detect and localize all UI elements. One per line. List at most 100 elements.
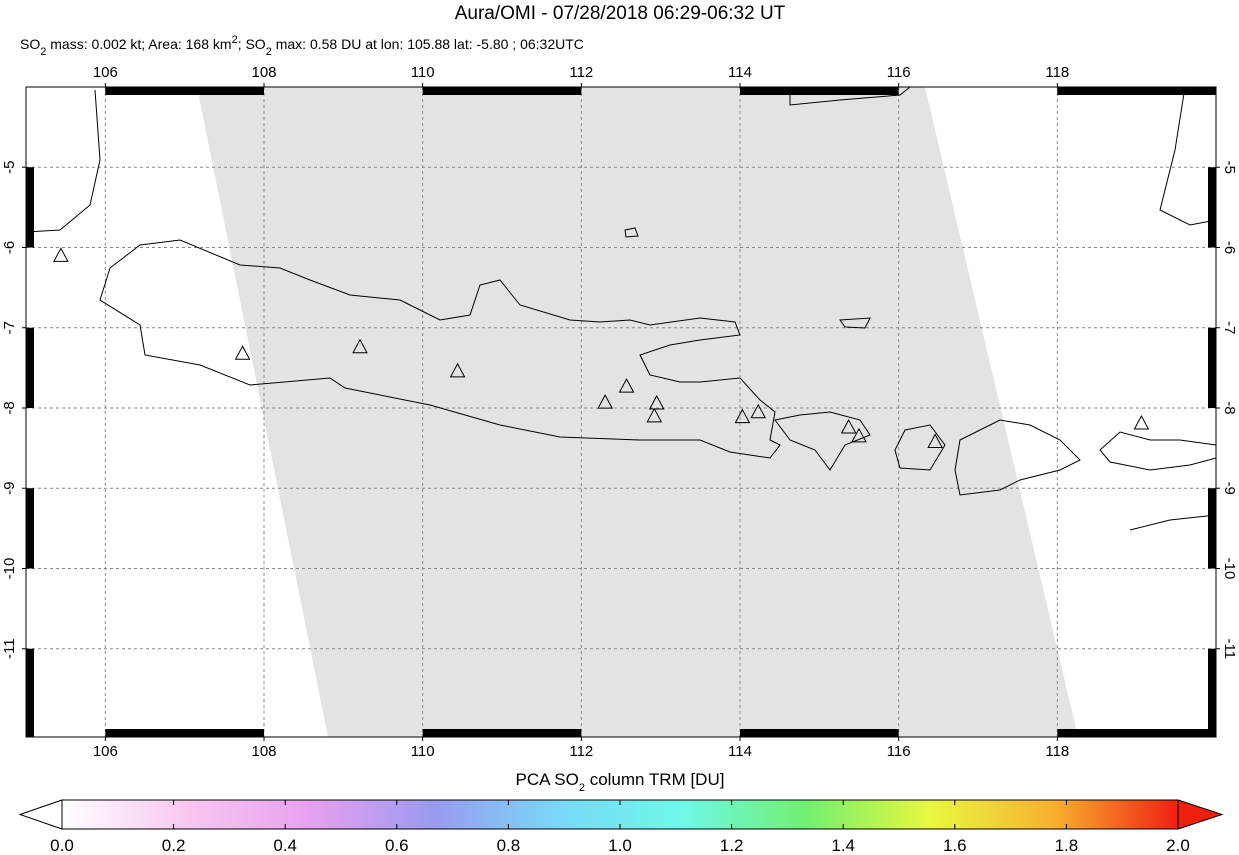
colorbar-tick-label: 2.0 xyxy=(1166,836,1190,855)
volcano xyxy=(734,408,751,424)
x-tick-label: 116 xyxy=(887,64,911,81)
swath xyxy=(197,87,1078,737)
colorbar-tick-label: 0.2 xyxy=(162,836,186,855)
frame-block xyxy=(1057,729,1216,737)
volcano xyxy=(927,433,943,448)
frame-block xyxy=(1208,167,1216,248)
coast-islets xyxy=(624,227,871,329)
y-tick-label: -10 xyxy=(1221,558,1238,580)
volcano xyxy=(618,378,635,393)
coast-java xyxy=(99,239,781,459)
volcano xyxy=(1133,414,1150,430)
volcano xyxy=(750,403,767,419)
y-tick-label: -6 xyxy=(1221,241,1238,254)
map-border xyxy=(25,86,1217,738)
subtitle-part: ; SO xyxy=(238,36,266,52)
frame-block xyxy=(1057,87,1216,95)
grid xyxy=(26,87,1216,737)
y-tick-label: -7 xyxy=(1,321,18,334)
coast-lombok xyxy=(894,424,946,471)
colorbar-tick-label: 0.0 xyxy=(50,836,74,855)
volcano xyxy=(851,427,867,443)
coast-sulawesi xyxy=(1159,87,1216,226)
volcano xyxy=(648,394,665,410)
volcano xyxy=(234,345,251,360)
colorbar-tick-label: 1.6 xyxy=(943,836,967,855)
y-tick-label: -7 xyxy=(1221,321,1238,334)
x-tick-label: 110 xyxy=(411,64,435,81)
colorbar-tick-label: 0.6 xyxy=(385,836,409,855)
frame-block xyxy=(105,729,264,737)
y-tick-label: -10 xyxy=(1,558,18,580)
x-tick-label: 114 xyxy=(728,743,752,760)
x-tick-label: 118 xyxy=(1045,64,1069,81)
coastlines xyxy=(26,87,1216,531)
x-tick-label: 106 xyxy=(93,743,118,760)
subtitle-part: 2 xyxy=(40,46,46,58)
colorbar-label: PCA SO2 column TRM [DU] xyxy=(516,770,725,794)
colorbar-tick-label: 1.4 xyxy=(831,836,855,855)
chart-title: Aura/OMI - 07/28/2018 06:29-06:32 UT xyxy=(455,3,786,24)
colorbar-tick-label: 1.2 xyxy=(720,836,744,855)
frame-block xyxy=(1208,648,1216,737)
x-tick-label: 106 xyxy=(93,64,118,81)
volcano xyxy=(449,362,466,378)
coast-sumba xyxy=(1129,514,1216,531)
subtitle-part: mass: 0.002 kt; Area: 168 km xyxy=(46,36,231,52)
x-tick-label: 112 xyxy=(569,64,593,81)
x-tick-label: 108 xyxy=(251,64,276,81)
volcano xyxy=(352,338,368,354)
y-tick-label: -5 xyxy=(1221,161,1238,174)
colorbar-tick-label: 1.8 xyxy=(1055,836,1079,855)
colorbar-label-part: PCA SO xyxy=(516,770,579,789)
volcano xyxy=(840,418,857,434)
x-tick-label: 112 xyxy=(569,743,593,760)
frame-block xyxy=(1208,488,1216,569)
y-tick-label: -9 xyxy=(1,482,18,495)
frame-block xyxy=(105,87,264,95)
x-tick-label: 116 xyxy=(887,743,911,760)
y-tick-label: -8 xyxy=(1,401,18,414)
frame-block xyxy=(740,729,899,737)
coast-borneo xyxy=(789,87,911,106)
y-tick-label: -6 xyxy=(1,241,18,254)
frame-block xyxy=(422,87,582,95)
x-tick-label: 108 xyxy=(251,743,276,760)
frame-block xyxy=(1208,327,1216,408)
x-tick-label: 110 xyxy=(411,743,435,760)
colorbar-tick-label: 1.0 xyxy=(608,836,632,855)
colorbar-label-part: 2 xyxy=(579,782,585,794)
colorbar-low-extend xyxy=(18,799,63,830)
volcanoes xyxy=(53,247,1150,448)
y-tick-label: -9 xyxy=(1221,482,1238,495)
coast-bali xyxy=(774,411,871,471)
colorbar-tick-label: 0.8 xyxy=(497,836,521,855)
volcano xyxy=(597,394,613,409)
x-tick-label: 118 xyxy=(1045,743,1069,760)
colorbar-label-part: column TRM [DU] xyxy=(585,770,725,789)
frame-block xyxy=(26,167,34,248)
colorbar: 0.0 0.2 0.4 0.6 0.8 1.0 1.2 1.4 1.6 1.8 2.0 xyxy=(18,799,1224,855)
chart-subtitle: SO2 mass: 0.002 kt; Area: 168 km2; SO2 m… xyxy=(20,34,584,58)
colorbar-high-extend xyxy=(1177,799,1224,830)
subtitle-part: max: 0.58 DU at lon: 105.88 lat: -5.80 ;… xyxy=(272,36,584,52)
colorbar-tick-label: 0.4 xyxy=(273,836,297,855)
coast-sumatra xyxy=(26,89,101,233)
x-tick-label: 114 xyxy=(728,64,752,81)
volcano xyxy=(53,247,69,262)
y-tick-label: -11 xyxy=(1221,638,1238,659)
coast-sumbawa xyxy=(954,419,1081,496)
frame-block xyxy=(422,729,582,737)
map-layer xyxy=(26,87,1216,737)
frame-block xyxy=(26,327,34,408)
y-tick-label: -11 xyxy=(1,638,18,659)
y-tick-label: -8 xyxy=(1221,401,1238,414)
coast-flores xyxy=(1099,431,1216,471)
y-tick-label: -5 xyxy=(1,161,18,174)
map-frame xyxy=(22,83,1220,741)
frame-block xyxy=(740,87,899,95)
volcano xyxy=(646,407,663,423)
subtitle-part: SO xyxy=(20,36,40,52)
subtitle-part: 2 xyxy=(232,34,238,46)
